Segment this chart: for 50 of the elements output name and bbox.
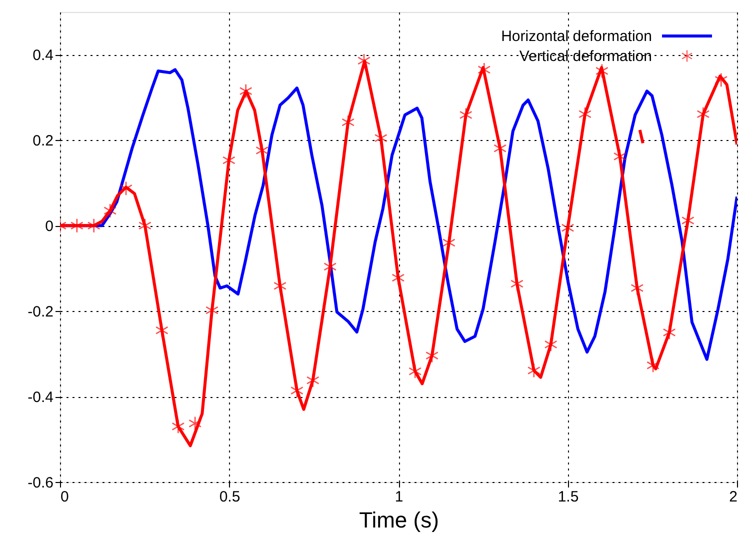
point — [392, 270, 405, 286]
point — [408, 364, 422, 379]
point — [256, 143, 269, 158]
y-tick-label: 0.4 — [32, 47, 54, 64]
point — [527, 363, 540, 378]
point — [222, 152, 236, 168]
y-tick-label: -0.2 — [28, 304, 54, 321]
point — [595, 64, 608, 78]
point — [681, 213, 694, 228]
point — [561, 220, 574, 236]
point — [510, 276, 524, 292]
legend-label: Horizontal deformation — [501, 28, 652, 45]
point — [188, 416, 202, 431]
x-tick-label: 1 — [394, 488, 404, 506]
point — [290, 383, 304, 398]
point — [442, 235, 456, 250]
point — [155, 322, 168, 338]
legend-label: Vertical deformation — [519, 48, 652, 65]
x-tick-label: 2 — [729, 488, 738, 506]
point — [87, 218, 100, 233]
point — [104, 203, 117, 218]
y-tick-label: -0.4 — [28, 389, 54, 406]
point — [342, 114, 355, 130]
y-tick-label: 0 — [45, 218, 54, 236]
point — [544, 337, 558, 352]
point — [630, 280, 644, 296]
point — [578, 106, 592, 122]
point — [374, 130, 388, 146]
point — [324, 259, 337, 274]
point — [239, 84, 252, 98]
point — [714, 72, 728, 88]
x-tick-label: 0 — [60, 488, 69, 506]
point — [662, 325, 676, 340]
x-tick-label: 0.5 — [219, 488, 240, 506]
point — [206, 302, 218, 318]
point — [494, 140, 507, 156]
point — [274, 278, 287, 294]
point — [306, 372, 320, 388]
point — [138, 218, 152, 233]
y-tick-label: 0.2 — [32, 132, 54, 150]
point — [613, 149, 626, 164]
point — [172, 419, 185, 434]
point — [646, 358, 660, 373]
point — [70, 218, 84, 233]
y-tick-label: -0.6 — [28, 474, 54, 492]
x-tick-label: 1.5 — [558, 488, 579, 506]
point — [120, 181, 132, 196]
point — [426, 348, 438, 363]
x-axis-title: Time (s) — [359, 508, 439, 532]
point — [696, 106, 710, 122]
